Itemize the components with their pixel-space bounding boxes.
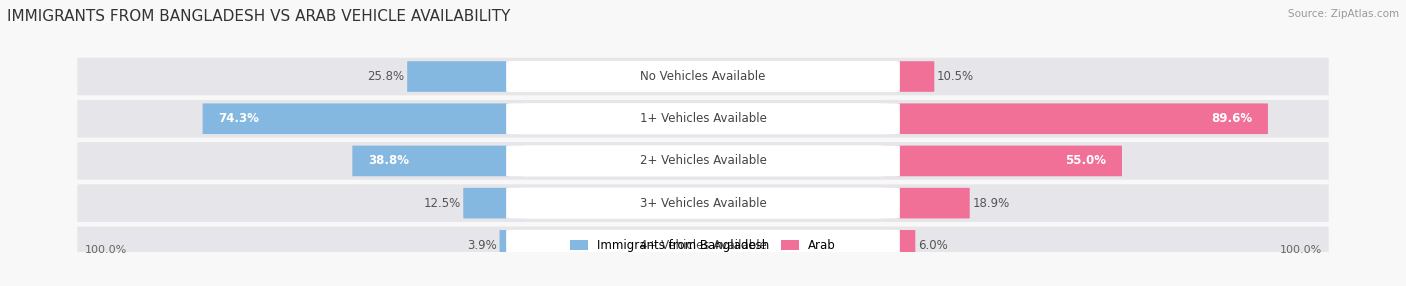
Text: 100.0%: 100.0%	[84, 245, 127, 255]
FancyBboxPatch shape	[499, 230, 524, 261]
FancyBboxPatch shape	[882, 146, 1122, 176]
Text: 89.6%: 89.6%	[1212, 112, 1253, 125]
FancyBboxPatch shape	[77, 58, 1329, 95]
FancyBboxPatch shape	[506, 103, 900, 134]
Text: 3+ Vehicles Available: 3+ Vehicles Available	[640, 197, 766, 210]
FancyBboxPatch shape	[506, 145, 900, 176]
FancyBboxPatch shape	[353, 146, 524, 176]
FancyBboxPatch shape	[882, 230, 915, 261]
FancyBboxPatch shape	[77, 184, 1329, 222]
Text: 74.3%: 74.3%	[218, 112, 259, 125]
FancyBboxPatch shape	[77, 100, 1329, 138]
Text: 2+ Vehicles Available: 2+ Vehicles Available	[640, 154, 766, 167]
Text: 12.5%: 12.5%	[423, 197, 461, 210]
Text: 55.0%: 55.0%	[1066, 154, 1107, 167]
FancyBboxPatch shape	[882, 61, 934, 92]
FancyBboxPatch shape	[77, 142, 1329, 180]
FancyBboxPatch shape	[202, 104, 524, 134]
Text: 100.0%: 100.0%	[1279, 245, 1322, 255]
FancyBboxPatch shape	[882, 188, 970, 219]
Text: IMMIGRANTS FROM BANGLADESH VS ARAB VEHICLE AVAILABILITY: IMMIGRANTS FROM BANGLADESH VS ARAB VEHIC…	[7, 9, 510, 23]
Text: 4+ Vehicles Available: 4+ Vehicles Available	[640, 239, 766, 252]
Text: 25.8%: 25.8%	[367, 70, 405, 83]
FancyBboxPatch shape	[506, 230, 900, 261]
FancyBboxPatch shape	[464, 188, 524, 219]
FancyBboxPatch shape	[506, 61, 900, 92]
FancyBboxPatch shape	[408, 61, 524, 92]
Text: 6.0%: 6.0%	[918, 239, 948, 252]
Text: 38.8%: 38.8%	[368, 154, 409, 167]
FancyBboxPatch shape	[882, 104, 1268, 134]
FancyBboxPatch shape	[77, 227, 1329, 264]
Text: Source: ZipAtlas.com: Source: ZipAtlas.com	[1288, 9, 1399, 19]
FancyBboxPatch shape	[506, 188, 900, 219]
Text: 18.9%: 18.9%	[973, 197, 1010, 210]
Text: No Vehicles Available: No Vehicles Available	[640, 70, 766, 83]
Legend: Immigrants from Bangladesh, Arab: Immigrants from Bangladesh, Arab	[565, 234, 841, 257]
Text: 3.9%: 3.9%	[467, 239, 496, 252]
Text: 10.5%: 10.5%	[936, 70, 974, 83]
Text: 1+ Vehicles Available: 1+ Vehicles Available	[640, 112, 766, 125]
